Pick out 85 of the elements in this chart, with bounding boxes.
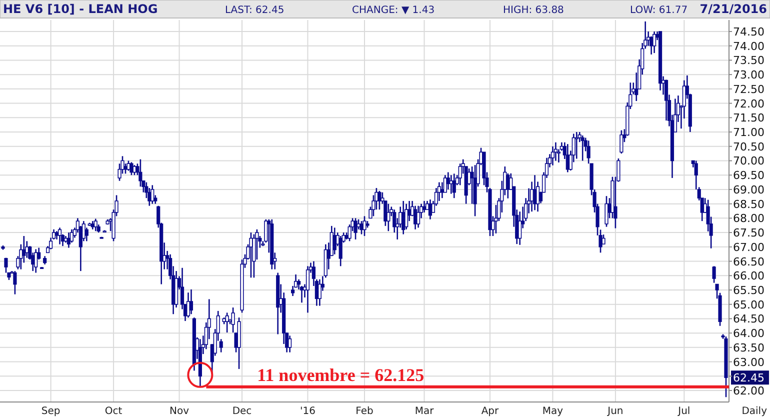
text: Daily <box>742 406 768 417</box>
y-tick-label: 72.00 <box>733 97 764 110</box>
x-tick-label: Mar <box>414 406 435 417</box>
candlestick <box>404 203 408 230</box>
candlestick <box>291 285 295 297</box>
y-tick-label: 62.00 <box>733 384 764 398</box>
x-tick-label: Oct <box>104 406 122 417</box>
candlestick <box>362 216 366 237</box>
y-tick-label: 72.50 <box>733 82 764 96</box>
candlestick <box>652 30 656 54</box>
candlestick <box>446 172 450 190</box>
candlestick <box>150 184 154 204</box>
candlestick <box>34 248 38 274</box>
text: HIGH: 63.88 <box>503 5 564 16</box>
candlestick <box>437 182 441 202</box>
candlestick <box>252 234 256 278</box>
candlestick <box>231 306 235 334</box>
y-tick-label: 70.00 <box>733 154 764 168</box>
x-tick-label: Feb <box>356 406 374 417</box>
ref-line-label: 11 novembre = 62.125 <box>257 364 424 385</box>
candlestick <box>550 146 555 166</box>
candlestick <box>130 162 134 176</box>
y-tick-label: 71.00 <box>733 126 764 140</box>
candlestick <box>580 134 584 162</box>
candlestick <box>66 232 71 248</box>
y-tick-label: 67.50 <box>733 226 764 240</box>
y-tick-label: 64.00 <box>733 327 764 340</box>
candlestick <box>138 158 142 188</box>
x-tick-label: '16 <box>300 406 316 417</box>
candlestick <box>354 218 358 240</box>
candlestick <box>554 142 558 162</box>
candlestick <box>602 234 606 245</box>
candlestick <box>458 162 462 186</box>
y-tick-label: 63.00 <box>733 356 764 369</box>
text: CHANGE: ▼ 1.43 <box>352 5 435 16</box>
candlestick <box>416 205 420 228</box>
y-tick-label: 65.00 <box>733 298 764 312</box>
text: 7/21/2016 <box>700 2 767 16</box>
text: LOW: 61.77 <box>630 5 688 16</box>
candlestick <box>189 288 194 315</box>
candlestick <box>126 160 130 172</box>
y-tick-label: 71.50 <box>733 112 764 125</box>
y-tick-label: 63.50 <box>733 341 764 354</box>
x-tick-label: Sep <box>41 406 60 417</box>
y-tick-label: 73.00 <box>733 68 764 82</box>
y-tick-label: 66.50 <box>733 255 764 268</box>
candlestick <box>306 265 310 314</box>
y-tick-label: 64.50 <box>733 312 764 326</box>
candlestick <box>13 270 17 295</box>
x-tick-label: Jul <box>677 406 690 417</box>
y-tick-label: 65.50 <box>733 284 764 297</box>
candlestick <box>452 173 456 199</box>
candlestick <box>58 227 62 245</box>
y-tick-label: 70.50 <box>733 140 764 154</box>
candlestick <box>712 265 716 284</box>
candlestick <box>386 203 390 232</box>
candlestick <box>288 335 292 353</box>
candlestick <box>378 190 382 210</box>
y-tick-label: 74.00 <box>733 40 764 53</box>
y-tick-label: 68.50 <box>733 198 764 211</box>
x-tick-label: May <box>542 406 564 417</box>
y-tick-label: 67.00 <box>733 240 764 254</box>
x-tick-label: Nov <box>170 406 190 417</box>
candlestick <box>338 235 342 267</box>
candlestick <box>94 218 98 232</box>
candlestick <box>518 210 522 246</box>
candlestick <box>4 257 8 274</box>
candlestick <box>318 278 322 306</box>
y-tick-label: 73.50 <box>733 54 764 68</box>
candlestick <box>225 312 229 334</box>
chart-title: HE V6 [10] - LEAN HOG <box>3 2 158 16</box>
text: 62.45 <box>733 372 764 385</box>
y-tick-label: 66.00 <box>733 270 764 283</box>
x-tick-label: Jun <box>606 406 624 417</box>
x-tick-label: Dec <box>232 406 252 417</box>
text: LAST: 62.45 <box>225 5 284 16</box>
y-tick-label: 68.00 <box>733 212 764 226</box>
x-tick-label: Apr <box>481 406 500 417</box>
y-tick-label: 69.00 <box>733 183 764 196</box>
y-tick-label: 69.50 <box>733 169 764 182</box>
candlestick <box>604 195 608 228</box>
y-tick-label: 74.50 <box>733 25 764 38</box>
candlestick <box>124 162 128 174</box>
candlestick <box>620 130 624 154</box>
candlestick <box>22 235 26 264</box>
